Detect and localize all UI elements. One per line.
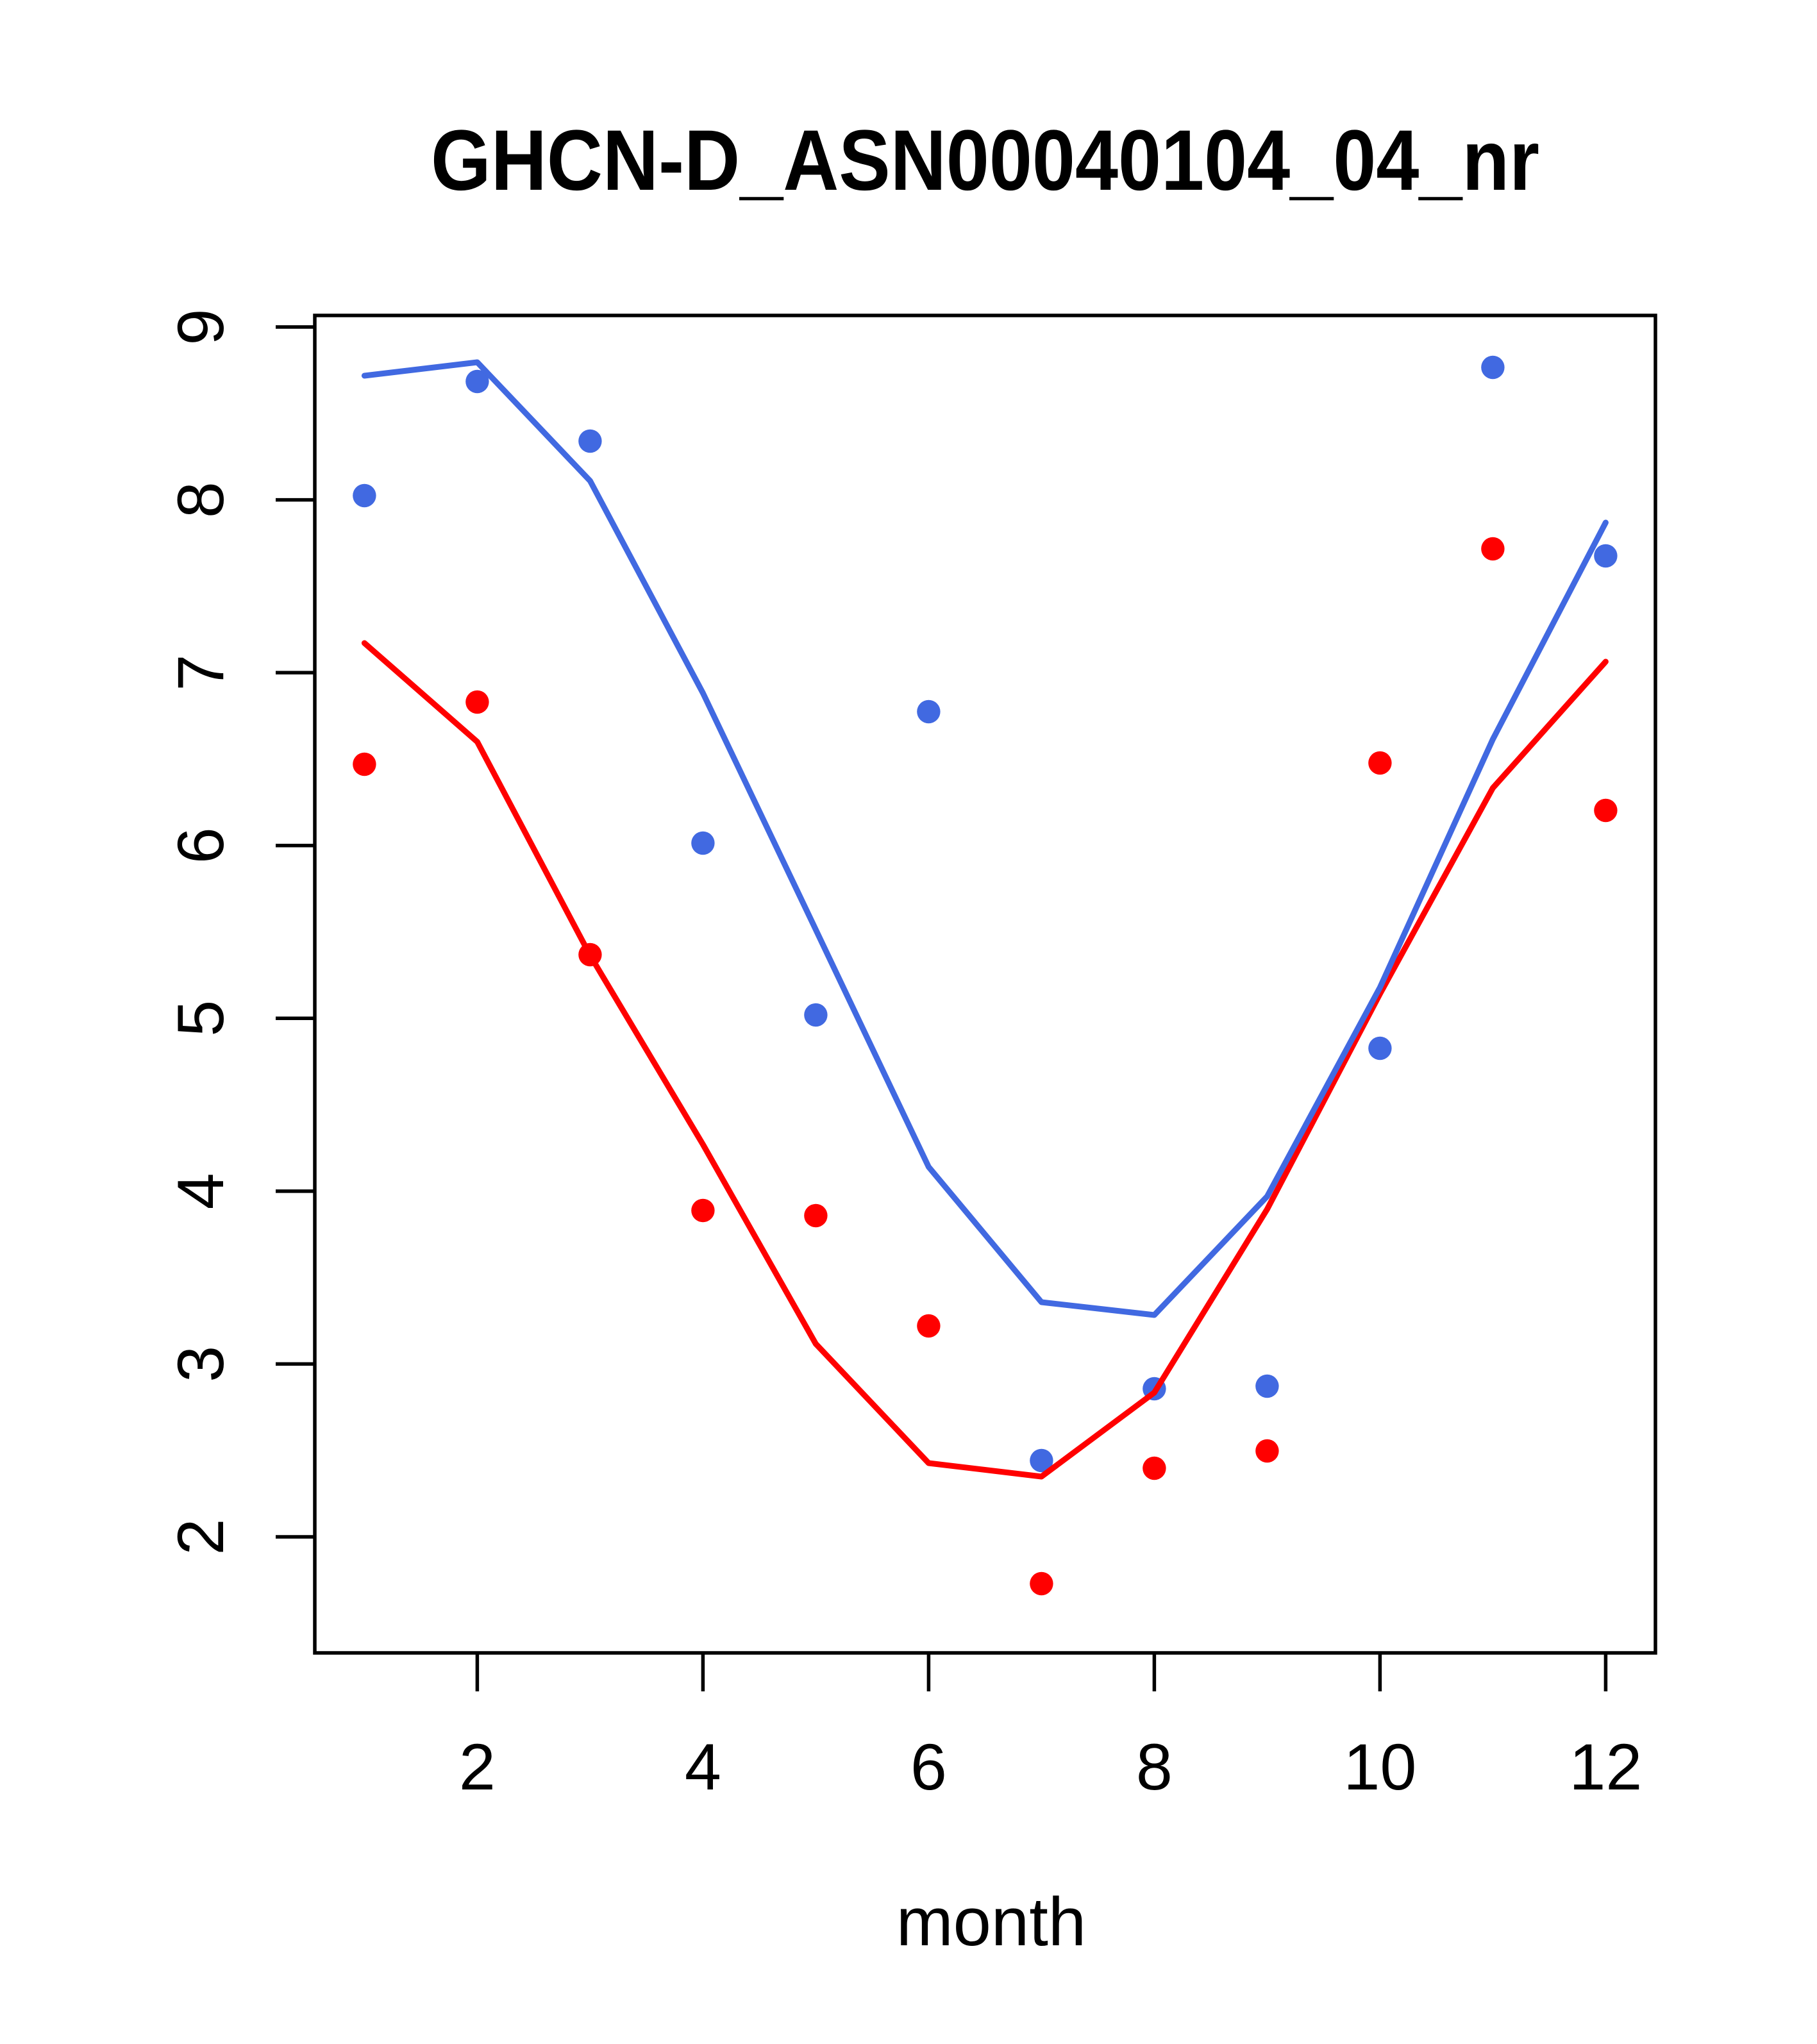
svg-text:2: 2 bbox=[163, 1518, 237, 1555]
svg-text:6: 6 bbox=[910, 1730, 947, 1804]
svg-text:3: 3 bbox=[163, 1346, 237, 1382]
svg-text:10: 10 bbox=[1343, 1730, 1416, 1804]
svg-text:7: 7 bbox=[163, 655, 237, 691]
svg-text:8: 8 bbox=[1136, 1730, 1173, 1804]
svg-text:8: 8 bbox=[163, 482, 237, 518]
svg-text:6: 6 bbox=[163, 827, 237, 864]
svg-text:GHCN-D_ASN00040104_04_nr: GHCN-D_ASN00040104_04_nr bbox=[431, 113, 1539, 208]
svg-text:12: 12 bbox=[1569, 1730, 1642, 1804]
svg-text:9: 9 bbox=[163, 308, 237, 345]
svg-text:4: 4 bbox=[685, 1730, 721, 1804]
svg-text:5: 5 bbox=[163, 1000, 237, 1037]
svg-text:month: month bbox=[896, 1883, 1086, 1960]
svg-text:4: 4 bbox=[163, 1173, 237, 1209]
svg-text:2: 2 bbox=[459, 1730, 496, 1804]
